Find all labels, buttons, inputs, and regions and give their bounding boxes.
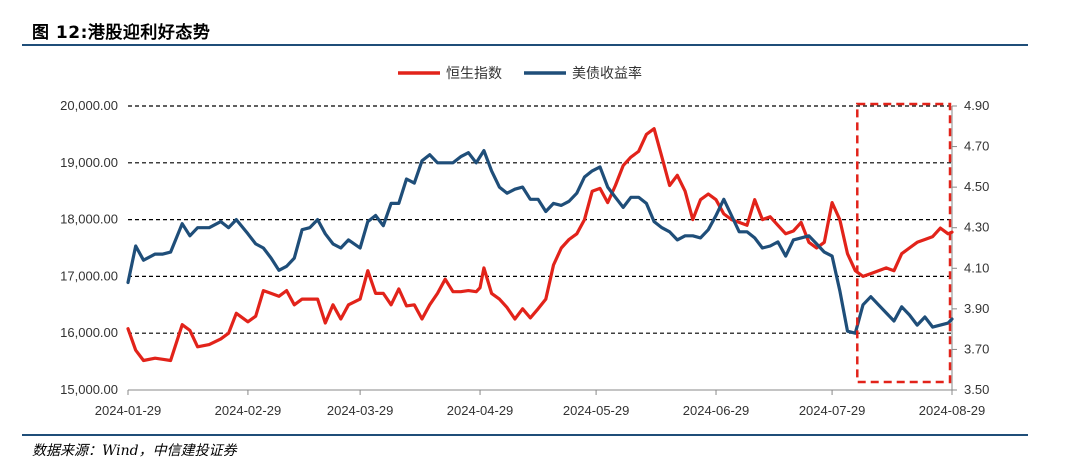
grid-lines	[128, 105, 952, 334]
x-tick-label: 2024-07-29	[799, 403, 866, 418]
x-tick-label: 2024-01-29	[95, 403, 162, 418]
legend: 恒生指数 美债收益率	[398, 65, 642, 82]
chart-title: 图 12:港股迎利好态势	[32, 23, 211, 43]
axes	[127, 105, 957, 395]
series-line-right	[126, 149, 954, 335]
x-tick-label: 2024-03-29	[327, 403, 394, 418]
y-right-tick-label: 3.70	[964, 341, 989, 356]
highlight-box	[856, 102, 952, 384]
x-tick-label: 2024-04-29	[447, 403, 514, 418]
y-right-tick-label: 3.50	[964, 382, 989, 397]
x-tick-label: 2024-05-29	[563, 403, 630, 418]
y-left-tick-label: 18,000.00	[60, 212, 118, 227]
x-tick-label: 2024-06-29	[683, 403, 750, 418]
x-tick-label: 2024-08-29	[919, 403, 986, 418]
legend-label: 恒生指数	[446, 66, 502, 82]
y-left-tick-label: 15,000.00	[60, 382, 118, 397]
y-right-tick-label: 4.30	[964, 220, 989, 235]
highlight-box-group	[856, 102, 952, 384]
y-right-tick-label: 4.70	[964, 139, 989, 154]
y-right-tick-label: 4.90	[964, 98, 989, 113]
source-rule	[22, 434, 1028, 436]
source-note: 数据来源：Wind，中信建投证券	[32, 443, 237, 459]
tick-labels: 15,000.00 16,000.00 17,000.00 18,000.00 19,0…	[60, 98, 989, 418]
x-tick-label: 2024-02-29	[215, 403, 282, 418]
y-left-tick-label: 19,000.00	[60, 155, 118, 170]
y-right-tick-label: 4.50	[964, 179, 989, 194]
y-right-tick-label: 4.10	[964, 260, 989, 275]
title-rule	[22, 44, 1028, 46]
y-left-tick-label: 17,000.00	[60, 268, 118, 283]
legend-label: 美债收益率	[572, 65, 642, 82]
series-lines	[126, 127, 954, 363]
y-left-tick-label: 20,000.00	[60, 98, 118, 113]
series-line-left	[126, 127, 954, 363]
y-left-tick-label: 16,000.00	[60, 325, 118, 340]
y-right-tick-label: 3.90	[964, 301, 989, 316]
